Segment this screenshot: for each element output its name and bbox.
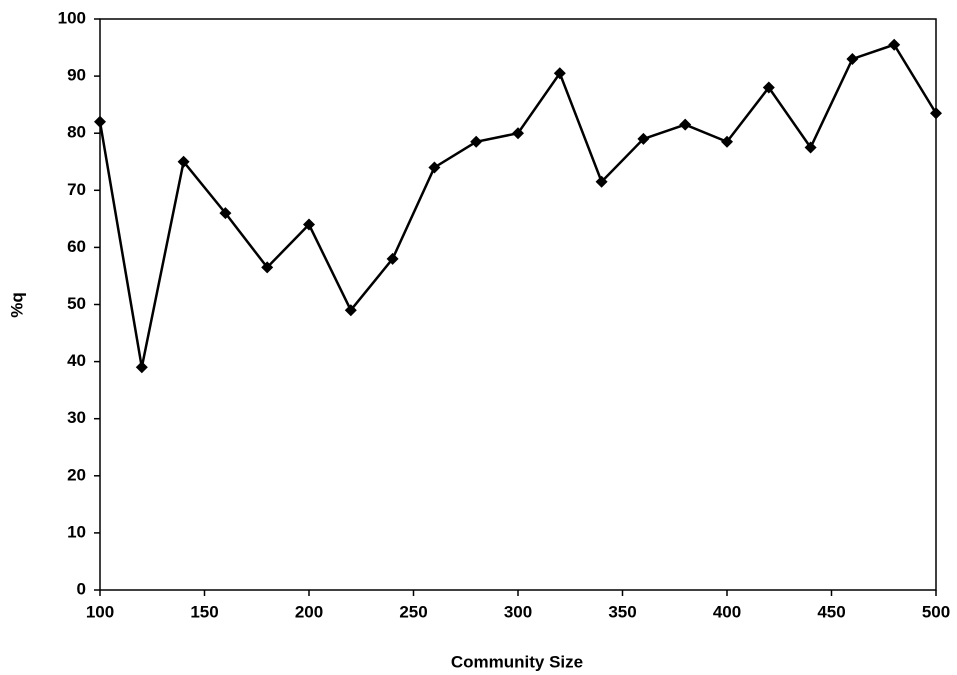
x-tick-label: 100 (86, 602, 114, 621)
line (98, 43, 938, 368)
marker (762, 81, 775, 94)
plot-frame (99, 18, 937, 591)
y-tick-label: 40 (67, 351, 86, 370)
y-tick-label: 30 (67, 408, 86, 427)
marker (303, 218, 315, 231)
y-tick-label: 80 (67, 123, 86, 142)
marker (721, 135, 733, 148)
marker (595, 175, 608, 188)
x-tick-label: 250 (399, 602, 427, 621)
x-tick-label: 200 (295, 602, 323, 621)
y-axis-label: %q (7, 292, 26, 318)
marker (679, 118, 692, 131)
y-tick-label: 50 (67, 294, 86, 313)
y-tick-label: 10 (67, 522, 86, 541)
x-tick-label: 300 (504, 602, 532, 621)
marker (888, 38, 901, 51)
y-tick-label: 60 (67, 237, 86, 256)
marker (177, 155, 190, 168)
marker (386, 252, 399, 265)
marker (930, 107, 942, 120)
marker (94, 115, 106, 128)
marker (846, 52, 859, 65)
marker (344, 304, 357, 317)
marker (637, 132, 650, 145)
x-tick-label: 150 (190, 602, 218, 621)
y-tick-label: 20 (67, 465, 86, 484)
x-tick-label: 500 (922, 602, 950, 621)
x-tick-label: 450 (817, 602, 845, 621)
marker (135, 361, 148, 374)
y-tick-label: 90 (67, 66, 86, 85)
x-axis-label: Community Size (451, 652, 583, 671)
marker (804, 141, 817, 154)
y-tick-label: 100 (58, 8, 86, 27)
marker (219, 207, 232, 220)
y-tick-label: 0 (77, 579, 86, 598)
marker (428, 161, 441, 174)
y-tick-label: 70 (67, 180, 86, 199)
marker (512, 127, 524, 140)
x-tick-label: 350 (608, 602, 636, 621)
x-tick-label: 400 (713, 602, 741, 621)
marker (470, 135, 483, 148)
marker (553, 67, 566, 80)
marker (261, 261, 274, 274)
